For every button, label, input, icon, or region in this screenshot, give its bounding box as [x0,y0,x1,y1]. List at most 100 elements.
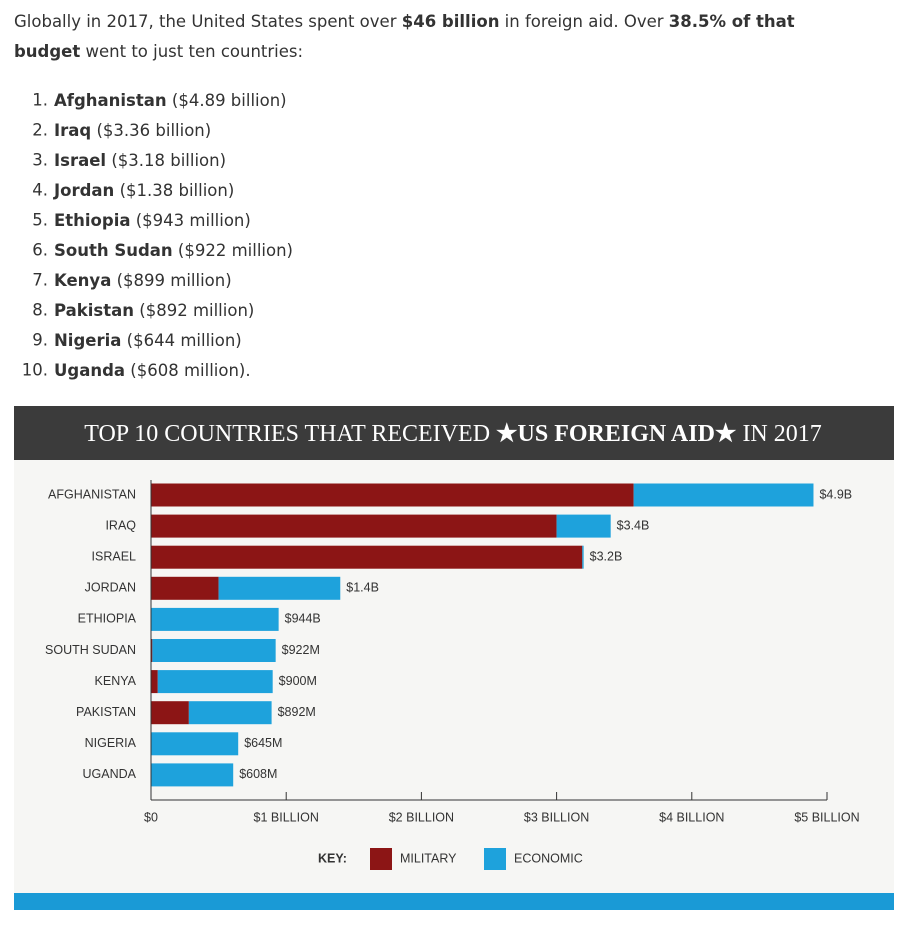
list-item: Ethiopia ($943 million) [54,211,251,230]
bar-segment [151,701,189,725]
list-number: 9. [32,331,48,350]
chart-header [14,406,894,460]
list-number: 4. [32,181,48,200]
amount: ($608 million). [130,361,250,380]
amount: ($943 million) [136,211,251,230]
bar-segment [633,483,814,507]
list-item: Iraq ($3.36 billion) [54,121,211,140]
category-label: KENYA [95,674,137,688]
category-label: SOUTH SUDAN [45,643,136,657]
list-number: 6. [32,241,48,260]
title-emphasis: ★US FOREIGN AID★ [496,421,737,447]
list-item: Pakistan ($892 million) [54,301,254,320]
list-item: Uganda ($608 million). [54,361,251,380]
country-name: Uganda [54,361,125,380]
chart-title: TOP 10 COUNTRIES THAT RECEIVED ★US FOREI… [84,421,822,447]
text: went to just ten countries: [80,42,303,61]
total-label: $892M [278,705,316,719]
legend-label: MILITARY [400,851,457,865]
category-label: IRAQ [105,518,136,532]
amount: ($4.89 billion) [172,91,287,110]
intro-line: Globally in 2017, the United States spen… [14,12,795,31]
bold-text: 38.5% of that [669,12,795,31]
bar-segment [218,576,341,600]
bar-segment [582,545,584,569]
bold-text: $46 billion [402,12,500,31]
title-part: TOP 10 COUNTRIES THAT RECEIVED [84,421,490,447]
category-label: ETHIOPIA [78,612,137,626]
category-label: NIGERIA [85,736,137,750]
text: Globally in 2017, the United States spen… [14,12,402,31]
country-name: Pakistan [54,301,134,320]
country-name: Israel [54,151,106,170]
list-number: 1. [32,91,48,110]
bold-text: budget [14,42,80,61]
category-label: PAKISTAN [76,705,136,719]
bar-segment [188,701,272,725]
list-item: South Sudan ($922 million) [54,241,293,260]
x-tick-label: $3 BILLION [524,810,589,824]
list-item: Nigeria ($644 million) [54,331,242,350]
footer-stripe [14,893,894,910]
category-label: JORDAN [85,581,136,595]
amount: ($922 million) [178,241,293,260]
category-label: UGANDA [83,767,137,781]
text: in foreign aid. Over [499,12,668,31]
list-number: 7. [32,271,48,290]
bar-segment [151,607,279,631]
x-tick-label: $0 [144,810,158,824]
total-label: $922M [282,643,320,657]
country-name: Afghanistan [54,91,167,110]
bar-chart: AFGHANISTAN $4.9B IRAQ $3.4B ISRAEL $3.2B JORD… [45,480,860,870]
bar-segment [151,639,153,662]
total-label: $645M [244,736,282,750]
amount: ($899 million) [117,271,232,290]
country-list: 1. Afghanistan ($4.89 billion) 2. Iraq ($3.… [22,91,293,380]
total-label: $608M [239,767,277,781]
list-number: 5. [32,211,48,230]
list-number: 3. [32,151,48,170]
amount: ($1.38 billion) [120,181,235,200]
bar-segment [151,483,634,507]
category-label: ISRAEL [92,549,137,563]
x-tick-label: $4 BILLION [659,810,724,824]
country-name: Iraq [54,121,91,140]
list-item: Israel ($3.18 billion) [54,151,226,170]
amount: ($3.18 billion) [111,151,226,170]
legend-label: ECONOMIC [514,851,583,865]
legend-title: KEY: [318,851,347,865]
total-label: $900M [279,674,317,688]
country-name: Jordan [53,181,114,200]
list-item: Kenya ($899 million) [54,271,232,290]
legend-swatch [484,848,506,870]
x-tick-label: $2 BILLION [389,810,454,824]
bar-segment [157,670,273,694]
country-name: Ethiopia [54,211,131,230]
list-number: 10. [22,361,48,380]
country-name: South Sudan [54,241,173,260]
list-item: Afghanistan ($4.89 billion) [54,91,287,110]
bar-segment [151,576,219,600]
total-label: $3.4B [617,518,650,532]
bar-segment [151,514,557,538]
list-number: 8. [32,301,48,320]
amount: ($892 million) [139,301,254,320]
category-label: AFGHANISTAN [48,487,136,501]
total-label: $3.2B [590,549,623,563]
bar-segment [151,545,583,569]
list-number: 2. [32,121,48,140]
amount: ($3.36 billion) [96,121,211,140]
bar-segment [151,670,158,694]
amount: ($644 million) [127,331,242,350]
total-label: $4.9B [819,487,852,501]
intro-line: budget went to just ten countries: [14,42,303,61]
x-tick-label: $5 BILLION [794,810,859,824]
bar-segment [556,514,611,538]
country-name: Kenya [54,271,111,290]
bar-segment [152,639,276,662]
x-tick-label: $1 BILLION [254,810,319,824]
list-item: Jordan ($1.38 billion) [53,181,234,200]
country-name: Nigeria [54,331,121,350]
total-label: $1.4B [346,581,379,595]
bar-segment [151,763,234,787]
